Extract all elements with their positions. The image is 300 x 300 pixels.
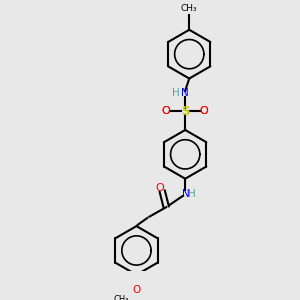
Text: CH₃: CH₃ (114, 295, 129, 300)
Text: H: H (172, 88, 180, 98)
Text: O: O (200, 106, 208, 116)
Text: CH₃: CH₃ (181, 4, 198, 13)
Text: O: O (162, 106, 171, 116)
Text: O: O (200, 106, 208, 116)
Text: S: S (181, 104, 190, 118)
Text: H: H (188, 189, 196, 199)
Text: O: O (132, 285, 141, 295)
Text: O: O (156, 183, 164, 193)
Text: N: N (181, 88, 189, 98)
Text: N: N (182, 189, 190, 199)
Text: O: O (162, 106, 171, 116)
